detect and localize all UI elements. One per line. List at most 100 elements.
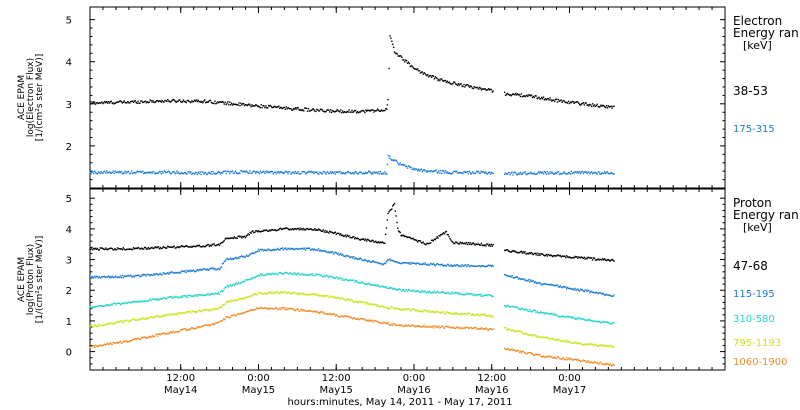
data-point [451,312,453,314]
data-point [254,172,257,174]
data-point [578,103,581,106]
data-point [335,251,337,254]
data-point [560,99,562,101]
data-point [596,362,598,364]
data-point [311,108,313,111]
data-point [271,228,274,231]
data-point [269,307,272,310]
data-point [587,103,589,106]
data-point [160,315,162,317]
data-point [90,345,92,348]
data-point [256,171,259,173]
data-point [482,295,484,297]
data-point [199,171,201,173]
data-point [250,253,252,255]
data-point [526,333,528,336]
data-point [366,302,369,304]
data-point [292,292,294,294]
data-point [327,251,329,254]
x-tick-date: May15 [242,385,275,396]
data-point [531,310,534,313]
data-point [553,284,556,287]
data-point [568,287,571,290]
data-point [504,274,507,276]
data-point [315,293,317,295]
data-point [242,236,245,238]
data-point [244,236,247,239]
data-point [375,284,377,287]
data-point [409,325,411,327]
data-point [553,100,556,103]
data-point [349,316,351,319]
data-point [162,314,164,316]
data-point [454,312,456,314]
data-point [573,341,575,344]
data-point [195,327,198,330]
data-point [296,248,299,250]
data-point [388,287,391,289]
data-point [566,173,569,175]
data-point [122,101,125,103]
data-point [359,282,361,284]
data-point [485,171,487,173]
data-point [376,171,378,174]
data-point [580,343,583,345]
data-point [190,310,192,312]
data-point [418,291,421,293]
data-point [544,283,547,285]
data-point [312,170,314,173]
data-point [440,233,442,236]
data-point [456,264,459,266]
data-point [240,255,242,258]
data-point [454,242,456,245]
data-point [603,294,606,297]
data-point [474,265,476,267]
data-point [217,307,220,309]
data-point [374,261,376,263]
data-point [230,299,233,301]
data-point [164,99,166,102]
data-point [108,343,111,345]
data-point [613,346,615,348]
data-point [267,292,269,294]
data-point [267,274,269,276]
data-point [454,292,456,294]
data-point [185,245,187,247]
data-point [613,321,615,324]
data-point [214,172,216,175]
data-point [551,284,553,287]
data-point [548,254,550,256]
data-point [433,238,436,241]
data-point [153,273,155,275]
data-point [168,100,171,103]
data-point [576,255,578,258]
data-point [157,274,160,276]
data-point [259,231,262,233]
data-point [492,265,494,268]
data-point [375,284,378,286]
data-point [460,171,462,174]
data-point [365,303,368,305]
data-point [559,254,561,257]
data-point [375,261,378,264]
data-point [232,283,235,285]
data-point [379,170,382,173]
data-point [465,326,467,329]
data-point [573,257,575,259]
data-point [340,109,342,111]
data-point [305,247,308,250]
data-point [416,289,419,292]
data-point [465,293,467,296]
data-point [405,325,408,327]
data-point [545,312,548,314]
data-point [157,299,160,301]
data-point [279,227,282,230]
data-point [240,102,242,105]
data-point [528,310,530,313]
data-point [549,356,551,358]
data-point [332,276,335,279]
data-point [424,262,426,264]
data-point [523,351,525,354]
data-point [316,274,318,276]
data-point [365,171,367,174]
